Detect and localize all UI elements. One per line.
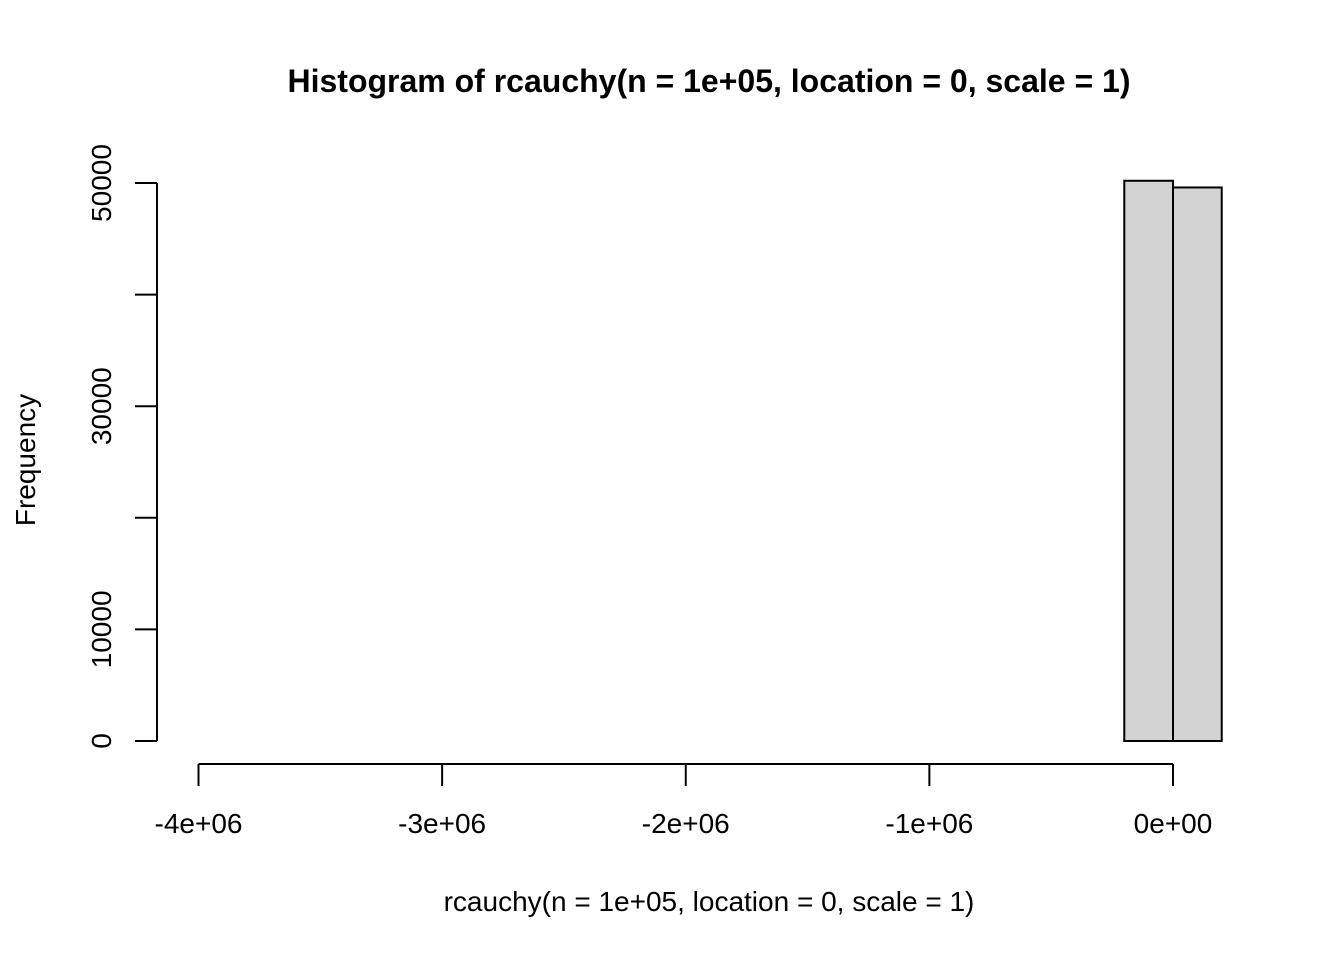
x-axis-label: rcauchy(n = 1e+05, location = 0, scale =… (444, 886, 975, 917)
histogram-bars (1123, 179, 1223, 743)
y-tick-label-5: 50000 (86, 144, 117, 222)
x-tick-label-2: -2e+06 (642, 808, 730, 839)
x-tick-label-4: 0e+00 (1134, 808, 1213, 839)
y-tick-label-3: 30000 (86, 367, 117, 445)
chart-title: Histogram of rcauchy(n = 1e+05, location… (287, 63, 1130, 99)
y-tick-label-0: 0 (86, 733, 117, 749)
histogram-bar-1 (1123, 179, 1175, 742)
x-tick-label-1: -3e+06 (398, 808, 486, 839)
y-axis: 0 10000 30000 50000 (86, 144, 158, 749)
x-axis: -4e+06 -3e+06 -2e+06 -1e+06 0e+00 (155, 763, 1213, 839)
x-tick-label-3: -1e+06 (885, 808, 973, 839)
histogram-bar-2 (1172, 186, 1223, 743)
y-tick-label-1: 10000 (86, 590, 117, 668)
y-axis-label: Frequency (10, 394, 41, 526)
x-tick-label-0: -4e+06 (155, 808, 243, 839)
